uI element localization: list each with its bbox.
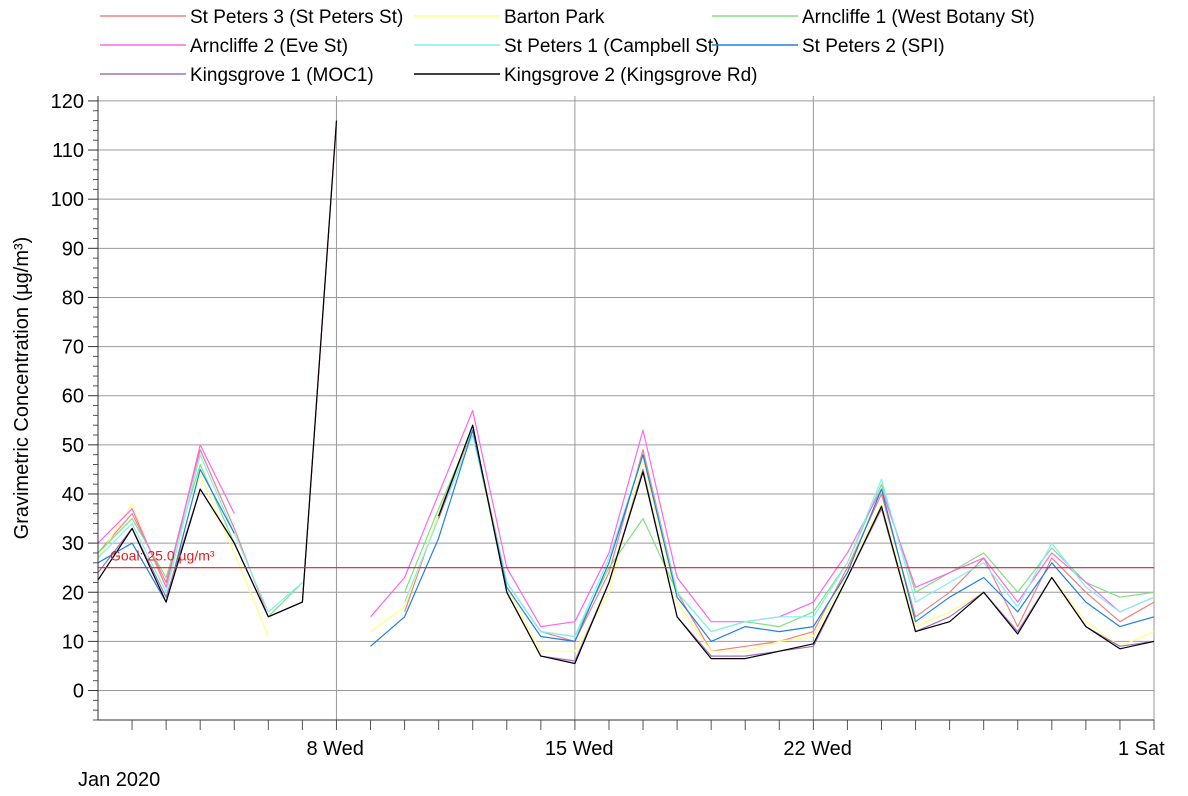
y-tick-label: 70 (62, 337, 84, 359)
legend-item: St Peters 1 (Campbell St) (414, 36, 719, 57)
series-line (97, 120, 338, 618)
series-layer (97, 120, 1155, 665)
legend: St Peters 3 (St Peters St) Barton Park Arn… (100, 7, 1035, 86)
series (97, 429, 1155, 647)
legend-item: St Peters 2 (SPI) (712, 36, 945, 57)
gridlines (98, 96, 1155, 720)
legend-item: Arncliffe 2 (Eve St) (100, 36, 348, 57)
series-line (97, 120, 338, 618)
y-tick-label: 100 (51, 189, 84, 211)
axes: 0 10 20 30 40 50 60 70 80 90 100 110 120 8 Wed 15 Wed 2… (51, 91, 1166, 760)
legend-label: St Peters 3 (St Peters St) (190, 7, 403, 28)
legend-item: Arncliffe 1 (West Botany St) (712, 7, 1035, 28)
series-line (97, 454, 303, 613)
series (97, 120, 1155, 665)
series-line (438, 424, 1155, 665)
legend-item: St Peters 3 (St Peters St) (100, 7, 403, 28)
series-line (97, 463, 303, 618)
legend-label: Kingsgrove 1 (MOC1) (190, 65, 374, 86)
legend-label: Barton Park (504, 7, 605, 28)
legend-label: Arncliffe 1 (West Botany St) (802, 7, 1035, 28)
goal-layer: Goal: 25.0 µg/m³ (98, 548, 1154, 569)
legend-item: Barton Park (414, 7, 605, 28)
series-line (97, 473, 269, 637)
x-tick-label: 15 Wed (545, 738, 614, 760)
legend-label: St Peters 2 (SPI) (802, 36, 945, 57)
legend-label: Kingsgrove 2 (Kingsgrove Rd) (504, 65, 757, 86)
y-tick-label: 60 (62, 386, 84, 408)
y-tick-label: 0 (73, 681, 84, 703)
y-tick-label: 80 (62, 287, 84, 309)
series-line (404, 434, 1155, 638)
y-tick-label: 90 (62, 238, 84, 260)
x-tick-label: 22 Wed (783, 738, 852, 760)
series-line (370, 409, 1155, 628)
y-tick-label: 50 (62, 435, 84, 457)
series-line (404, 429, 1155, 652)
y-tick-label: 20 (62, 582, 84, 604)
y-tick-label: 30 (62, 533, 84, 555)
y-tick-label: 40 (62, 484, 84, 506)
x-axis-start-label: Jan 2020 (78, 769, 160, 791)
series-line (97, 120, 338, 618)
series (97, 409, 1155, 628)
legend-label: Arncliffe 2 (Eve St) (190, 36, 348, 57)
series-line (370, 429, 1155, 647)
goal-label: Goal: 25.0 µg/m³ (110, 548, 215, 564)
y-tick-label: 10 (62, 631, 84, 653)
x-tick-label: 8 Wed (306, 738, 363, 760)
y-tick-label: 120 (51, 91, 84, 113)
series (97, 120, 1155, 662)
series (97, 434, 1155, 638)
legend-item: Kingsgrove 1 (MOC1) (100, 65, 374, 86)
y-axis-title: Gravimetric Concentration (µg/m³) (11, 237, 33, 540)
legend-label: St Peters 1 (Campbell St) (504, 36, 719, 57)
series-line (97, 444, 235, 588)
x-tick-label: 1 Sat (1118, 738, 1165, 760)
series-line (438, 424, 1155, 662)
legend-item: Kingsgrove 2 (Kingsgrove Rd) (414, 65, 757, 86)
y-tick-label: 110 (52, 140, 84, 162)
series (97, 120, 1155, 652)
